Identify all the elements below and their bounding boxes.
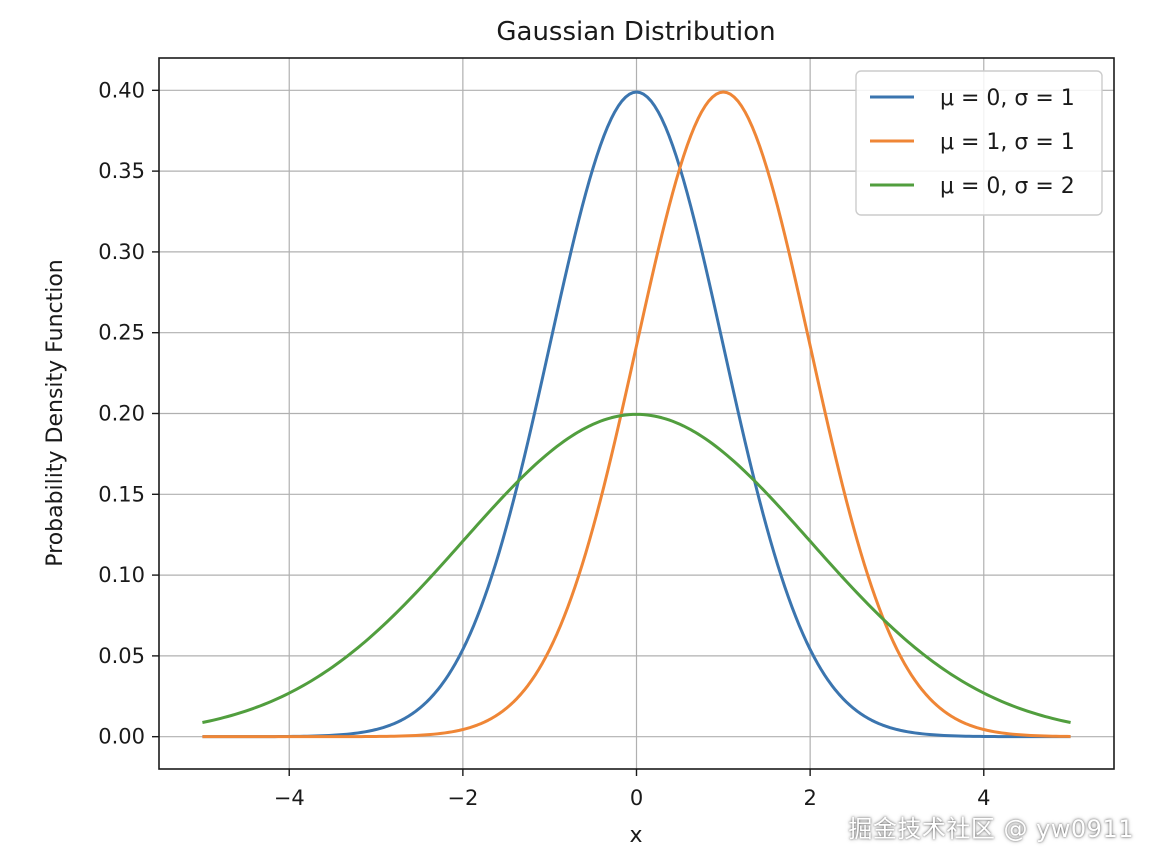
y-tick-label: 0.40 (98, 78, 145, 102)
x-tick-label: 2 (803, 786, 816, 810)
y-tick-label: 0.30 (98, 240, 145, 264)
y-ticks: 0.00 0.05 0.10 0.15 0.20 0.25 0.30 0.35 0.40 (98, 78, 159, 749)
x-axis-label: x (629, 823, 642, 848)
y-tick-label: 0.00 (98, 725, 145, 749)
x-tick-label: 4 (977, 786, 990, 810)
y-tick-label: 0.35 (98, 159, 145, 183)
series-lines (202, 90, 1071, 739)
legend: μ = 0, σ = 1 μ = 1, σ = 1 μ = 0, σ = 2 (855, 70, 1103, 216)
watermark-text: 掘金技术社区 @ yw0911 (848, 815, 1134, 843)
legend-label: μ = 1, σ = 1 (940, 130, 1075, 155)
y-axis-label: Probability Density Function (43, 259, 68, 567)
series-line-1 (202, 90, 1071, 739)
y-tick-label: 0.20 (98, 402, 145, 426)
chart-title: Gaussian Distribution (496, 17, 775, 47)
y-tick-label: 0.25 (98, 321, 145, 345)
y-tick-label: 0.10 (98, 563, 145, 587)
series-line-2 (202, 90, 1071, 739)
legend-label: μ = 0, σ = 2 (940, 174, 1075, 199)
legend-box (855, 70, 1103, 216)
x-tick-label: 0 (630, 786, 643, 810)
x-ticks: −4 −2 0 2 4 (274, 769, 990, 810)
series-line-3 (202, 412, 1071, 724)
y-tick-label: 0.15 (98, 482, 145, 506)
x-tick-label: −4 (274, 786, 305, 810)
legend-label: μ = 0, σ = 1 (940, 86, 1075, 111)
x-tick-label: −2 (447, 786, 478, 810)
y-tick-label: 0.05 (98, 644, 145, 668)
